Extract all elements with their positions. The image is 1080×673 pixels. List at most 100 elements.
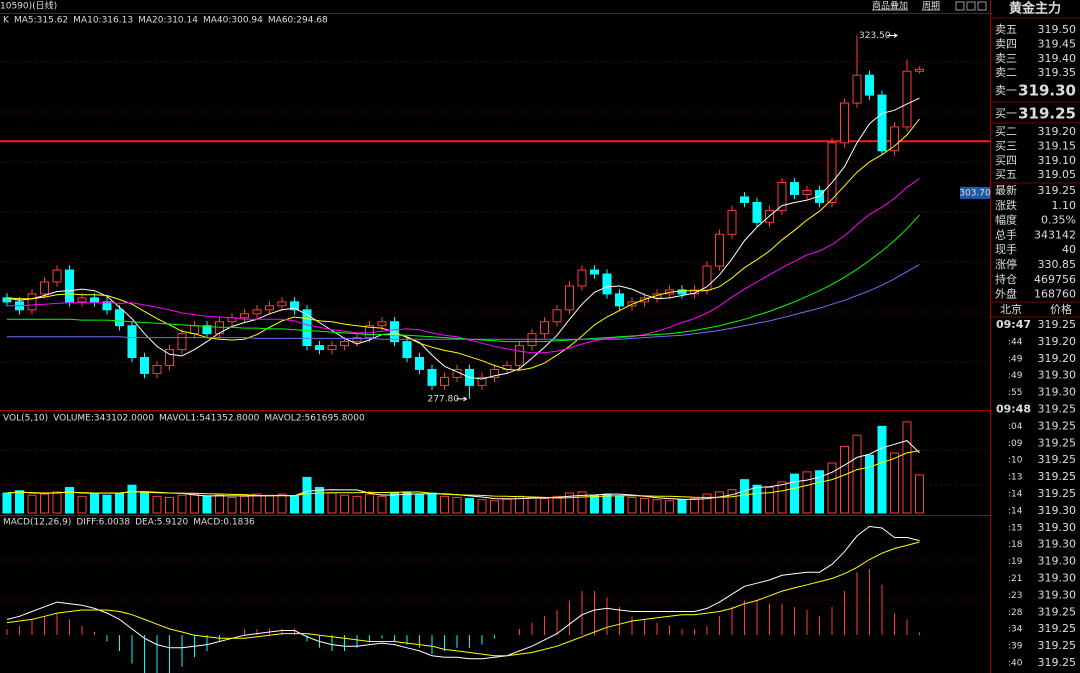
price-panel-label: K (3, 16, 10, 26)
volume-bar (115, 492, 124, 514)
window-icon[interactable] (977, 1, 987, 11)
volume-bar (502, 498, 512, 514)
high-label: 323.50 (859, 31, 891, 41)
candle-body (102, 301, 112, 311)
volume-bar (815, 470, 824, 514)
volume-bar (790, 473, 799, 514)
volume-bar (465, 498, 474, 514)
tick-price: 319.30 (1038, 588, 1077, 601)
row-value: 319.05 (1038, 168, 1077, 181)
low-label: 277.80 (428, 394, 460, 404)
tick-price: 319.25 (1038, 436, 1077, 449)
tick-time: :13 (1008, 473, 1022, 483)
row-label: 卖五 (995, 23, 1017, 36)
candle-body (127, 325, 137, 359)
volume-bar (765, 486, 774, 514)
macd-legend: MACD(12,26,9) (3, 518, 71, 528)
macd-line (6, 525, 920, 660)
volume-bar (377, 495, 387, 514)
candle-body (140, 357, 149, 374)
candle-body (165, 349, 174, 366)
candle-body (615, 293, 624, 307)
volume-bar (152, 495, 162, 514)
tick-time: :15 (1008, 523, 1022, 533)
row-value: 330.85 (1038, 258, 1077, 271)
period-button[interactable]: 周期 (922, 1, 940, 12)
tick-price: 319.30 (1038, 386, 1077, 399)
macd-line (6, 541, 920, 657)
volume-bar (827, 462, 837, 514)
volume-bar (215, 494, 224, 514)
tick-time: :21 (1008, 574, 1022, 584)
volume-bar (890, 452, 899, 514)
tick-time: :34 (1008, 625, 1023, 635)
window-icon[interactable] (966, 1, 976, 11)
tick-time: :04 (1008, 422, 1023, 432)
volume-bar (90, 493, 99, 514)
macd-legend: MACD:0.1836 (193, 518, 255, 528)
row-label: 买四 (995, 154, 1017, 167)
candle-body (490, 368, 499, 378)
volume-bar (277, 493, 287, 514)
volume-bar (752, 484, 762, 514)
candle-body (840, 102, 849, 144)
volume-bar (177, 494, 187, 514)
ma-legend: MA5:315.62 (14, 16, 68, 26)
candle-body (577, 269, 587, 287)
row-value: 319.10 (1038, 154, 1077, 167)
window-icon[interactable] (955, 1, 965, 11)
candle-body (777, 182, 787, 211)
volume-legend: MAVOL1:541352.8000 (159, 414, 260, 424)
overlay-button[interactable]: 商品叠加 (872, 0, 908, 12)
candle-body (352, 337, 362, 343)
volume-bar (565, 492, 574, 514)
row-label: 涨跌 (995, 198, 1017, 212)
row-value: 319.25 (1038, 184, 1077, 197)
row-value: 0.35% (1041, 214, 1076, 227)
candle-body (177, 333, 187, 351)
volume-bar (602, 493, 612, 514)
ma-line (6, 97, 920, 380)
candle-body (690, 289, 699, 295)
volume-bar (165, 496, 174, 514)
tick-price: 319.25 (1038, 487, 1077, 500)
candle-body (327, 345, 337, 351)
volume-bar (2, 492, 12, 514)
tick-time: :14 (1008, 506, 1023, 516)
candle-body (52, 269, 62, 283)
ma-line (6, 118, 920, 371)
volume-legend: VOLUME:343102.0000 (53, 414, 154, 424)
row-value: 319.50 (1038, 23, 1077, 36)
volume-bar (190, 493, 199, 514)
volume-bar (365, 493, 374, 514)
ma-legend: MA20:310.14 (138, 16, 198, 26)
candle-body (2, 297, 12, 303)
tick-price: 319.25 (1038, 453, 1077, 466)
volume-bar (402, 491, 412, 514)
tick-time: :18 (1008, 540, 1023, 550)
candle-body (677, 289, 687, 295)
tick-price: 319.25 (1038, 403, 1077, 416)
volume-bar (415, 493, 424, 514)
candle-body (65, 269, 74, 303)
candle-body (290, 301, 299, 311)
candle-body (77, 297, 87, 303)
volume-bar (715, 491, 724, 514)
volume-bar (702, 493, 712, 514)
row-value: 469756 (1034, 273, 1076, 286)
tick-time: :40 (1008, 659, 1023, 669)
candle-body (477, 376, 487, 386)
row-label: 现手 (995, 242, 1017, 256)
volume-bar (352, 495, 362, 514)
tick-price: 319.30 (1038, 369, 1077, 382)
candle-body (602, 273, 612, 295)
tick-price: 319.30 (1038, 538, 1077, 551)
volume-bar (915, 474, 924, 514)
candle-body (715, 233, 724, 267)
volume-bar (202, 495, 212, 514)
volume-bar (852, 434, 862, 514)
toolbar: 10590)(日线) 商品叠加 周期 (0, 0, 987, 12)
tick-price: 319.25 (1038, 622, 1077, 635)
volume-bar (102, 494, 112, 514)
candle-body (727, 209, 737, 235)
